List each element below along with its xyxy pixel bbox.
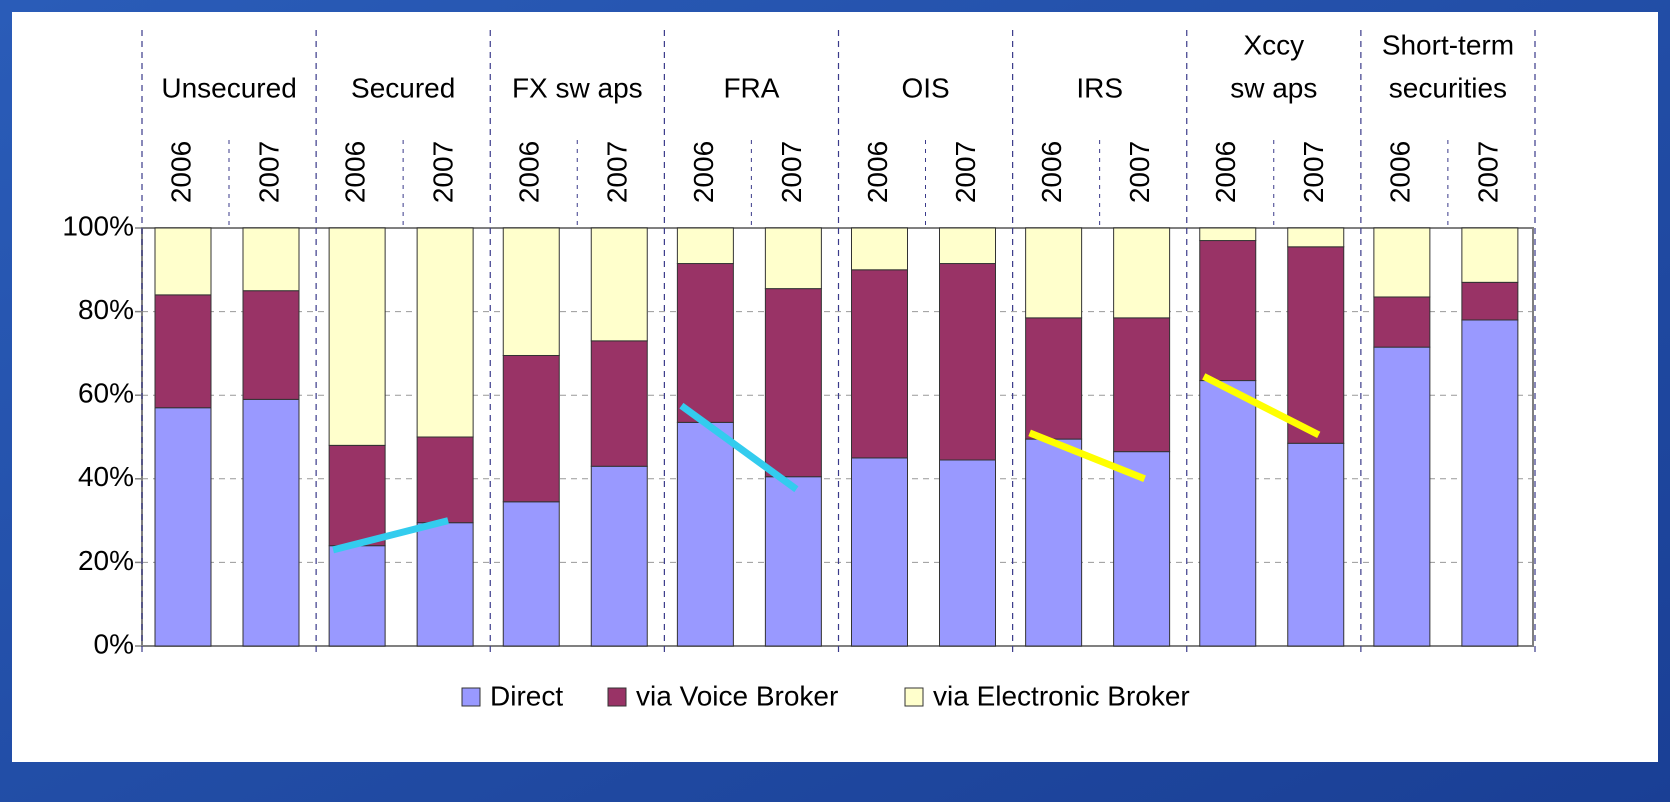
bar-segment xyxy=(502,354,560,503)
bar-segment xyxy=(416,522,474,647)
group-label: Short-term xyxy=(1382,29,1514,60)
y-tick-label: 20% xyxy=(78,545,134,576)
bar-segment xyxy=(154,294,212,409)
group-label: FRA xyxy=(723,72,779,103)
x-tick-label: 2007 xyxy=(950,141,981,203)
bar-segment xyxy=(1113,451,1171,647)
x-tick-label: 2006 xyxy=(165,141,196,203)
bar-segment xyxy=(154,407,212,647)
y-tick-label: 60% xyxy=(78,378,134,409)
bar-segment xyxy=(851,269,908,459)
y-tick-label: 100% xyxy=(62,210,134,241)
group-label: Xccy xyxy=(1243,29,1304,60)
group-label: securities xyxy=(1389,72,1507,103)
group-label: OIS xyxy=(901,72,949,103)
y-tick-label: 0% xyxy=(94,628,134,659)
x-tick-label: 2007 xyxy=(602,141,633,203)
group-label: FX sw aps xyxy=(512,72,643,103)
bar-segment xyxy=(939,227,996,265)
bar-segment xyxy=(676,227,734,265)
trend-line xyxy=(1202,373,1321,439)
group-label: Secured xyxy=(351,72,455,103)
group-label: sw aps xyxy=(1230,72,1317,103)
y-tick-label: 80% xyxy=(78,294,134,325)
bar-segment xyxy=(764,288,822,478)
bar-segment xyxy=(1113,317,1171,453)
bar-segment xyxy=(1025,227,1083,319)
bar-segment xyxy=(1287,227,1345,248)
bar-segment xyxy=(502,501,560,647)
bar-segment xyxy=(1199,380,1257,647)
x-tick-label: 2006 xyxy=(1210,141,1241,203)
x-tick-label: 2007 xyxy=(253,141,284,203)
bar-segment xyxy=(242,290,300,400)
legend-label: via Electronic Broker xyxy=(933,680,1190,711)
bar-segment xyxy=(1025,317,1083,440)
bar-segment xyxy=(1287,442,1345,647)
x-tick-label: 2007 xyxy=(1298,141,1329,203)
legend-label: via Voice Broker xyxy=(636,680,838,711)
bar-segment xyxy=(242,398,300,647)
bar-segment xyxy=(1199,240,1257,382)
x-tick-label: 2007 xyxy=(1472,141,1503,203)
x-tick-label: 2007 xyxy=(428,141,459,203)
bar-segment xyxy=(851,457,908,647)
legend-swatch xyxy=(461,687,481,707)
bar-segment xyxy=(1461,319,1519,647)
x-tick-label: 2007 xyxy=(1124,141,1155,203)
bar-segment xyxy=(764,476,822,647)
legend-label: Direct xyxy=(490,680,563,711)
bar-segment xyxy=(416,436,474,524)
bar-segment xyxy=(1025,438,1083,647)
x-tick-label: 2006 xyxy=(862,141,893,203)
bar-segment xyxy=(764,227,822,290)
bar-segment xyxy=(676,421,734,647)
bar-segment xyxy=(1373,296,1431,348)
trend-line xyxy=(679,402,799,493)
legend-swatch xyxy=(607,687,627,707)
bar-segment xyxy=(590,227,648,342)
group-label: IRS xyxy=(1076,72,1123,103)
bar-segment xyxy=(590,340,648,467)
bar-segment xyxy=(242,227,300,292)
legend-swatch xyxy=(904,687,924,707)
bar-segment xyxy=(502,227,560,356)
bar-segment xyxy=(416,227,474,438)
x-tick-label: 2006 xyxy=(688,141,719,203)
bar-segment xyxy=(851,227,908,271)
bar-segment xyxy=(1461,227,1519,283)
trend-line xyxy=(1028,429,1146,483)
x-tick-label: 2006 xyxy=(1384,141,1415,203)
bar-segment xyxy=(1199,227,1257,242)
trend-line xyxy=(332,517,449,554)
bar-segment xyxy=(154,227,212,296)
bar-segment xyxy=(328,545,386,647)
bar-segment xyxy=(590,465,648,647)
y-tick-label: 40% xyxy=(78,461,134,492)
bar-segment xyxy=(939,459,996,647)
bar-segment xyxy=(1113,227,1171,319)
x-tick-label: 2006 xyxy=(514,141,545,203)
bar-segment xyxy=(1461,281,1519,321)
bar-segment xyxy=(1373,227,1431,298)
x-tick-label: 2006 xyxy=(340,141,371,203)
bar-segment xyxy=(676,263,734,423)
x-tick-label: 2006 xyxy=(1036,141,1067,203)
group-label: Unsecured xyxy=(161,72,296,103)
bar-segment xyxy=(328,227,386,446)
bar-segment xyxy=(1287,246,1345,444)
bar-segment xyxy=(328,444,386,547)
bar-segment xyxy=(1373,346,1431,647)
bar-segment xyxy=(939,263,996,461)
x-tick-label: 2007 xyxy=(776,141,807,203)
